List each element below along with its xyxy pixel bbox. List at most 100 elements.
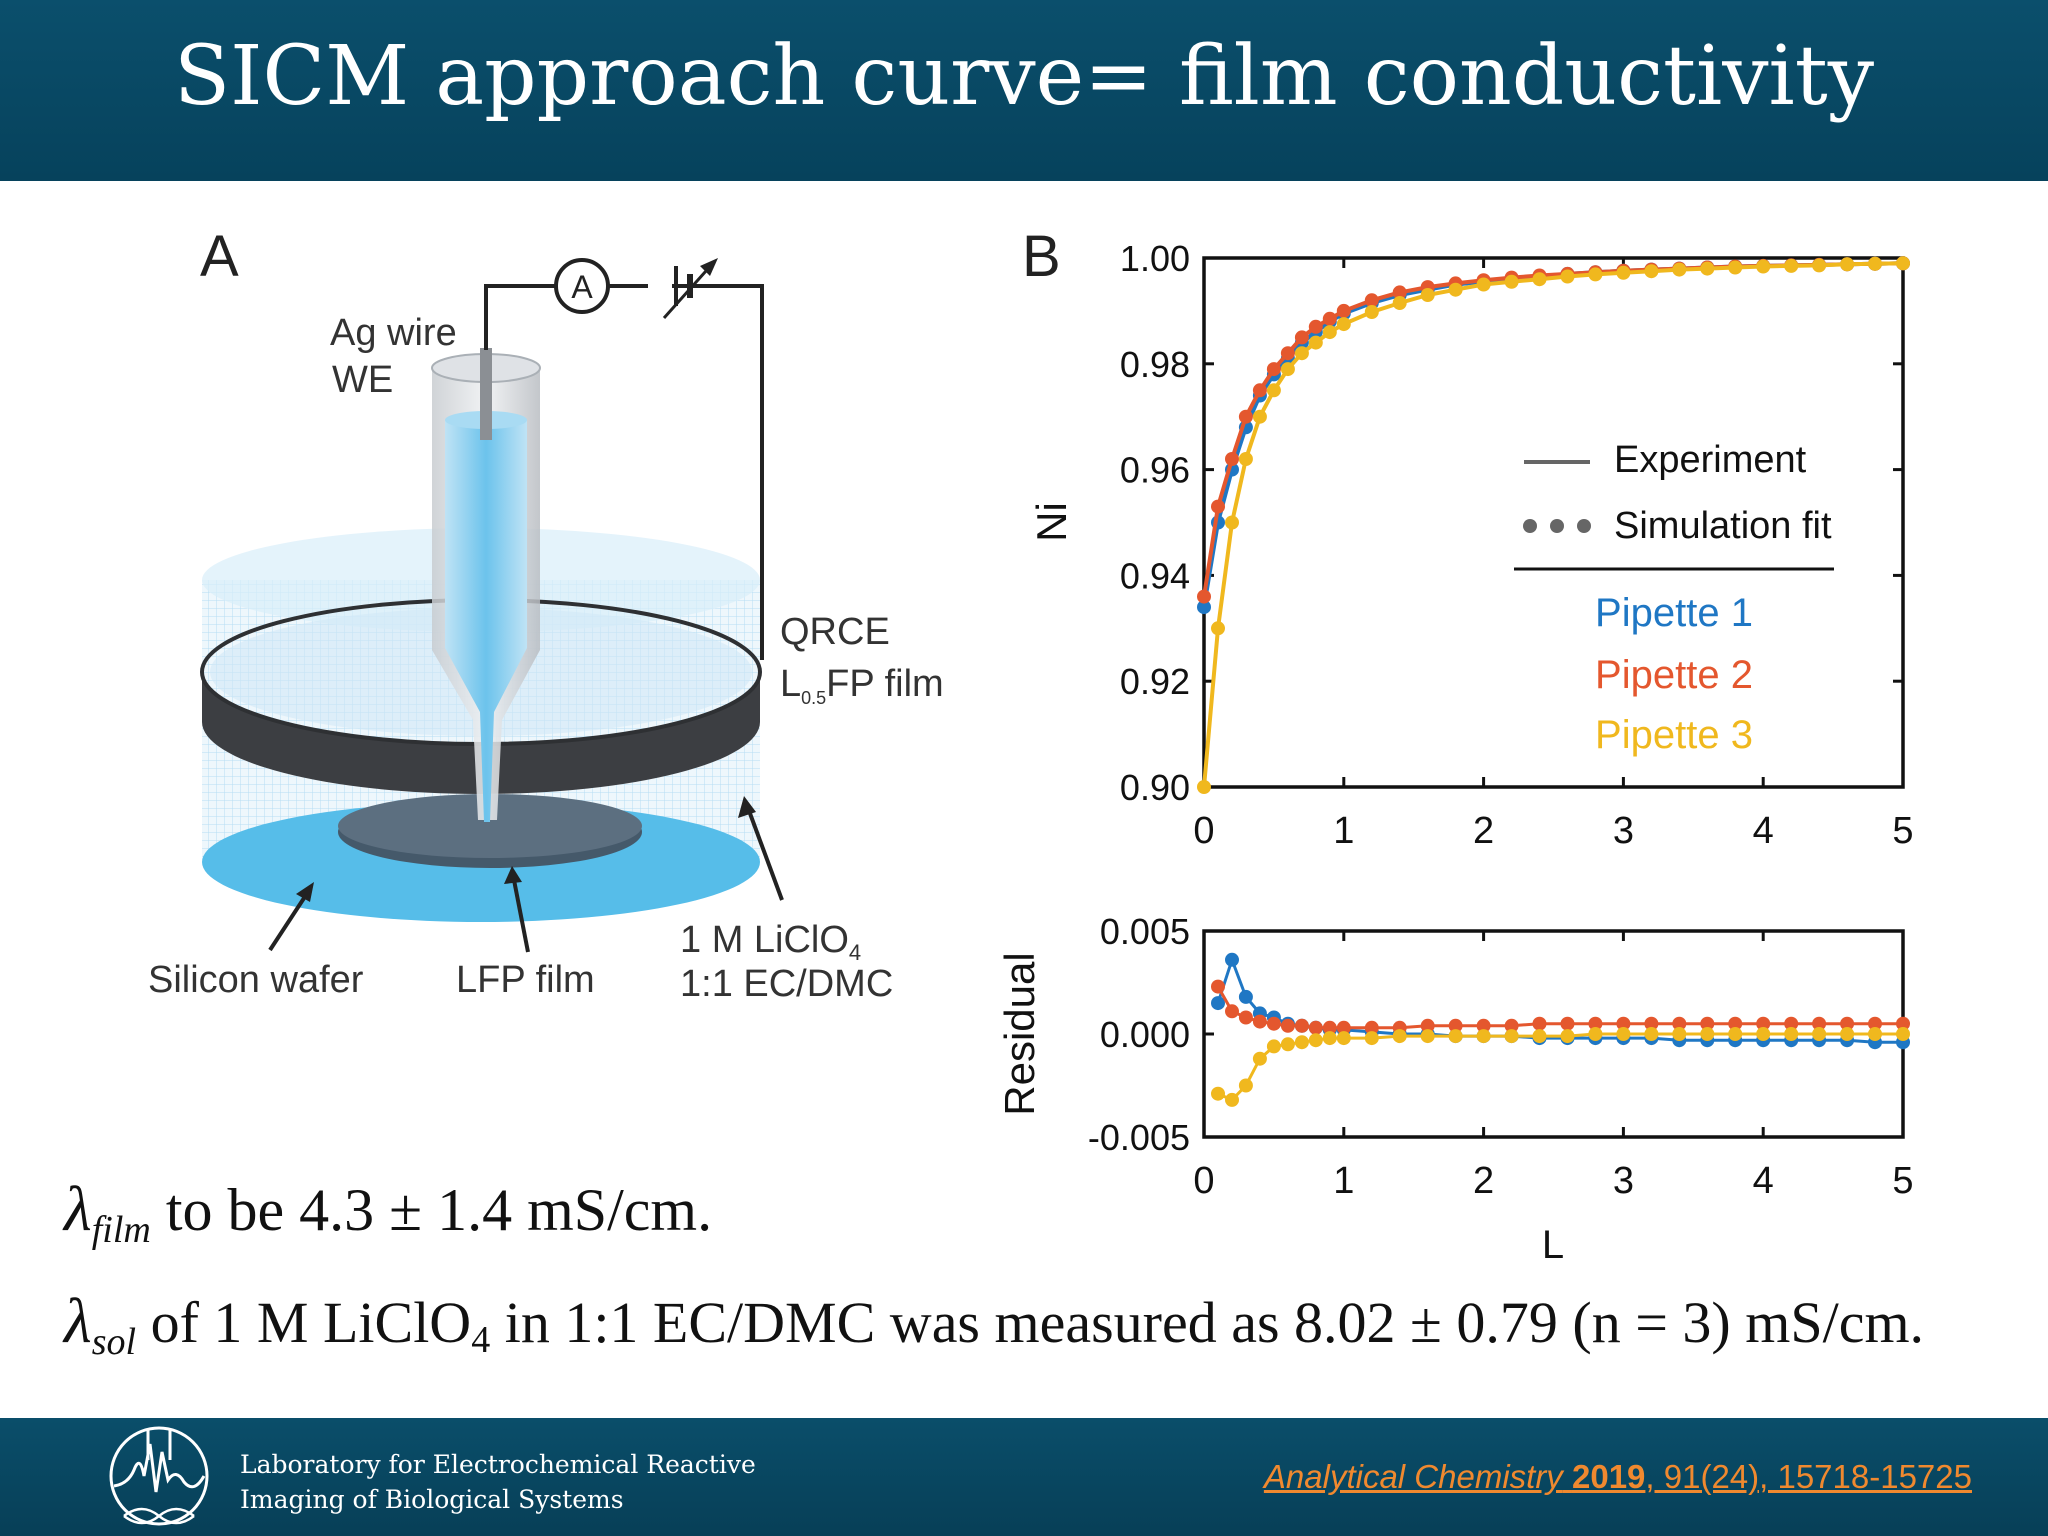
- residual-point-pipette-3: [1728, 1027, 1743, 1041]
- approach-point-pipette-3: [1294, 346, 1309, 361]
- approach-y-tick-label: 0.92: [1120, 661, 1190, 702]
- approach-point-pipette-2: [1364, 293, 1379, 308]
- approach-point-pipette-3: [1756, 259, 1771, 274]
- approach-legend: Experiment Simulation fit Pipette 1 Pipe…: [1514, 439, 1834, 757]
- approach-point-pipette-3: [1672, 262, 1687, 277]
- residual-point-pipette-2: [1532, 1016, 1547, 1031]
- qrce-ring: [202, 672, 760, 794]
- approach-point-pipette-3: [1868, 256, 1882, 271]
- residual-point-pipette-2: [1840, 1016, 1855, 1031]
- approach-point-pipette-3: [1225, 515, 1239, 530]
- approach-point-pipette-3: [1700, 261, 1715, 276]
- residual-point-pipette-2: [1616, 1016, 1631, 1031]
- legend-pipette-3: Pipette 3: [1595, 713, 1753, 757]
- arrow-lfp: [512, 879, 530, 953]
- approach-point-pipette-3: [1211, 621, 1225, 636]
- lab-logo-icon: [109, 1426, 209, 1526]
- residual-point-pipette-3: [1266, 1039, 1281, 1054]
- panel-a-schematic: A A Ag wire WE: [148, 224, 944, 1005]
- l05fp-film-label: L0.5FP film: [780, 663, 944, 708]
- approach-point-pipette-3: [1280, 362, 1295, 377]
- residual-point-pipette-3: [1252, 1051, 1267, 1066]
- residual-point-pipette-3: [1756, 1027, 1771, 1041]
- legend-experiment: Experiment: [1614, 439, 1807, 481]
- citation-link[interactable]: Analytical Chemistry 2019, 91(24), 15718…: [1263, 1458, 1972, 1495]
- residual-point-pipette-2: [1560, 1016, 1575, 1031]
- approach-y-tick-label: 1.00: [1120, 238, 1190, 279]
- residual-point-pipette-2: [1336, 1020, 1351, 1035]
- residual-point-pipette-3: [1336, 1031, 1351, 1046]
- title-bar: SICM approach curve= film conductivity: [0, 0, 2048, 181]
- approach-point-pipette-3: [1532, 272, 1547, 287]
- approach-point-pipette-3: [1560, 269, 1575, 284]
- residual-point-pipette-2: [1476, 1018, 1491, 1033]
- approach-point-pipette-3: [1197, 780, 1211, 794]
- residual-point-pipette-3: [1812, 1027, 1827, 1041]
- approach-point-pipette-3: [1616, 265, 1631, 280]
- approach-point-pipette-2: [1336, 303, 1351, 318]
- residual-y-tick-label: 0.000: [1100, 1014, 1190, 1055]
- approach-point-pipette-3: [1476, 277, 1491, 292]
- residual-x-tick-label: 2: [1473, 1160, 1494, 1202]
- residual-point-pipette-2: [1448, 1018, 1463, 1033]
- residual-point-pipette-2: [1644, 1016, 1659, 1031]
- approach-point-pipette-3: [1392, 296, 1407, 310]
- approach-point-pipette-2: [1225, 452, 1239, 466]
- residual-point-pipette-3: [1504, 1029, 1519, 1044]
- residual-point-pipette-2: [1896, 1016, 1910, 1031]
- residual-point-pipette-2: [1420, 1018, 1435, 1033]
- residual-point-pipette-2: [1504, 1018, 1519, 1033]
- residual-point-pipette-3: [1616, 1027, 1631, 1041]
- legend-simulation-fit: Simulation fit: [1614, 505, 1832, 547]
- approach-point-pipette-3: [1896, 256, 1910, 271]
- residual-point-pipette-3: [1532, 1029, 1547, 1044]
- approach-point-pipette-2: [1308, 319, 1323, 334]
- approach-point-pipette-2: [1197, 589, 1211, 604]
- approach-point-pipette-2: [1322, 311, 1337, 326]
- residual-point-pipette-2: [1700, 1016, 1715, 1031]
- approach-point-pipette-3: [1448, 282, 1463, 297]
- residual-x-tick-label: 1: [1333, 1160, 1354, 1202]
- residual-point-pipette-1: [1225, 952, 1239, 967]
- residual-point-pipette-3: [1322, 1031, 1337, 1046]
- residual-point-pipette-2: [1868, 1016, 1882, 1031]
- ag-wire: [480, 348, 492, 440]
- approach-point-pipette-3: [1588, 267, 1603, 282]
- residual-point-pipette-2: [1322, 1020, 1337, 1035]
- film-conductivity-equation: λfilm to be 4.3 ± 1.4 mS/cm.: [64, 1173, 713, 1251]
- residual-point-pipette-2: [1756, 1016, 1771, 1031]
- approach-x-tick-label: 3: [1613, 810, 1634, 852]
- residual-point-pipette-1: [1211, 996, 1225, 1011]
- approach-point-pipette-3: [1644, 264, 1659, 279]
- residual-point-pipette-3: [1588, 1027, 1603, 1041]
- approach-y-tick-label: 0.96: [1120, 450, 1190, 491]
- residual-point-pipette-2: [1728, 1016, 1743, 1031]
- residual-y-tick-label: 0.005: [1100, 911, 1190, 952]
- approach-point-pipette-3: [1504, 274, 1519, 289]
- approach-point-pipette-1: [1197, 600, 1211, 615]
- residual-point-pipette-2: [1364, 1020, 1379, 1035]
- approach-point-pipette-2: [1294, 330, 1309, 345]
- approach-plot-frame: [1202, 256, 1905, 789]
- residual-x-tick-label: 3: [1613, 1160, 1634, 1202]
- legend-pipette-1: Pipette 1: [1595, 591, 1753, 635]
- residual-point-pipette-3: [1644, 1027, 1659, 1041]
- residual-point-pipette-3: [1700, 1027, 1715, 1041]
- electrolyte-label-1: 1 M LiClO4: [680, 919, 861, 965]
- approach-y-tick-label: 0.98: [1120, 344, 1190, 385]
- approach-point-pipette-3: [1308, 335, 1323, 350]
- approach-x-tick-label: 0: [1193, 810, 1214, 852]
- approach-point-pipette-3: [1322, 325, 1337, 340]
- residual-point-pipette-2: [1672, 1016, 1687, 1031]
- residual-line-pipette-2: [1216, 985, 1903, 1030]
- residual-point-pipette-2: [1812, 1016, 1827, 1031]
- approach-point-pipette-2: [1266, 362, 1281, 377]
- ammeter-icon: [554, 258, 610, 314]
- approach-point-pipette-3: [1336, 317, 1351, 332]
- residual-point-pipette-3: [1280, 1037, 1295, 1052]
- approach-point-pipette-2: [1252, 383, 1267, 398]
- approach-point-pipette-2: [1238, 409, 1253, 424]
- approach-x-tick-label: 4: [1753, 810, 1774, 852]
- approach-point-pipette-3: [1364, 305, 1379, 319]
- silicon-wafer-label: Silicon wafer: [148, 959, 364, 1001]
